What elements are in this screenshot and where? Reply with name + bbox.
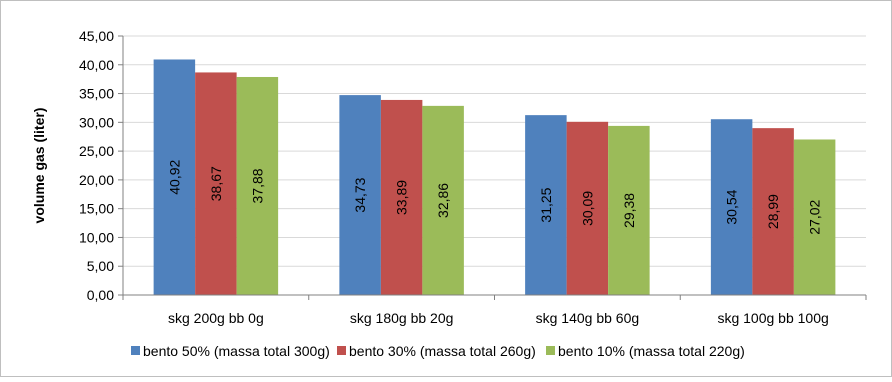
x-category-label: skg 180g bb 20g [350,310,454,326]
y-tick-label: 10,00 [79,229,114,245]
bar [380,99,423,296]
x-category-label: skg 100g bb 100g [717,310,828,326]
bar-value-label: 37,88 [249,168,265,203]
y-tick-label: 45,00 [79,28,114,44]
bar [608,125,650,295]
data-labels: 40,92 38,67 37,88 34,73 33,89 32,86 31,25 30,09… [166,160,822,235]
legend-label: bento 10% (massa total 220g) [558,343,745,359]
bar [339,95,381,295]
legend-swatch [337,346,346,355]
legend-label: bento 30% (massa total 260g) [349,343,536,359]
bar-value-label: 30,54 [724,189,740,224]
bar [525,115,567,295]
bar-value-label: 30,09 [579,191,595,226]
bar-value-label: 34,73 [352,177,368,212]
bar [422,105,464,296]
bar [793,139,836,295]
x-category-label: skg 200g bb 0g [168,310,264,326]
bar-value-label: 33,89 [394,180,410,215]
y-tick-label: 0,00 [87,287,114,303]
x-category-label: skg 140g bb 60g [536,310,640,326]
bar-value-label: 38,67 [208,166,224,201]
bar-value-label: 31,25 [538,187,554,222]
bar-value-label: 27,02 [807,200,823,235]
y-tick-label: 30,00 [79,114,114,130]
bar-value-label: 40,92 [166,160,182,195]
axes: 0,00 5,00 10,00 15,00 20,00 25,00 30,00 35,00 40… [31,28,867,326]
bar [153,59,196,295]
y-tick-label: 20,00 [79,172,114,188]
y-tick-label: 35,00 [79,86,114,102]
legend: bento 50% (massa total 300g) bento 30% (m… [131,343,745,359]
y-tick-label: 5,00 [87,258,114,274]
bar-value-label: 32,86 [435,183,451,218]
bar [566,121,609,295]
bar [195,72,237,295]
y-tick-label: 15,00 [79,201,114,217]
bar [710,119,753,295]
y-axis-title: volume gas (liter) [31,108,47,224]
legend-swatch [131,346,140,355]
bar-value-label: 28,99 [765,194,781,229]
bar-value-label: 29,38 [621,193,637,228]
bar [752,128,794,295]
legend-label: bento 50% (massa total 300g) [143,343,330,359]
bars [153,59,836,296]
legend-swatch [546,346,555,355]
y-tick-label: 25,00 [79,143,114,159]
bar [236,76,279,295]
y-tick-label: 40,00 [79,57,114,73]
